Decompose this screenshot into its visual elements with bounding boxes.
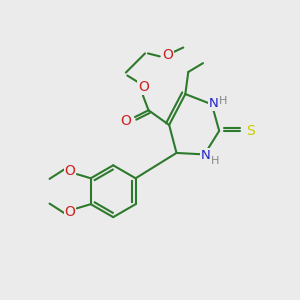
- Text: N: N: [208, 97, 218, 110]
- Text: O: O: [65, 164, 76, 178]
- Text: H: H: [219, 96, 227, 106]
- Text: O: O: [138, 80, 149, 94]
- Text: N: N: [201, 148, 211, 161]
- Text: O: O: [120, 114, 131, 128]
- Text: O: O: [162, 49, 173, 62]
- Text: O: O: [65, 205, 76, 218]
- Text: S: S: [247, 124, 255, 138]
- Text: H: H: [211, 156, 219, 166]
